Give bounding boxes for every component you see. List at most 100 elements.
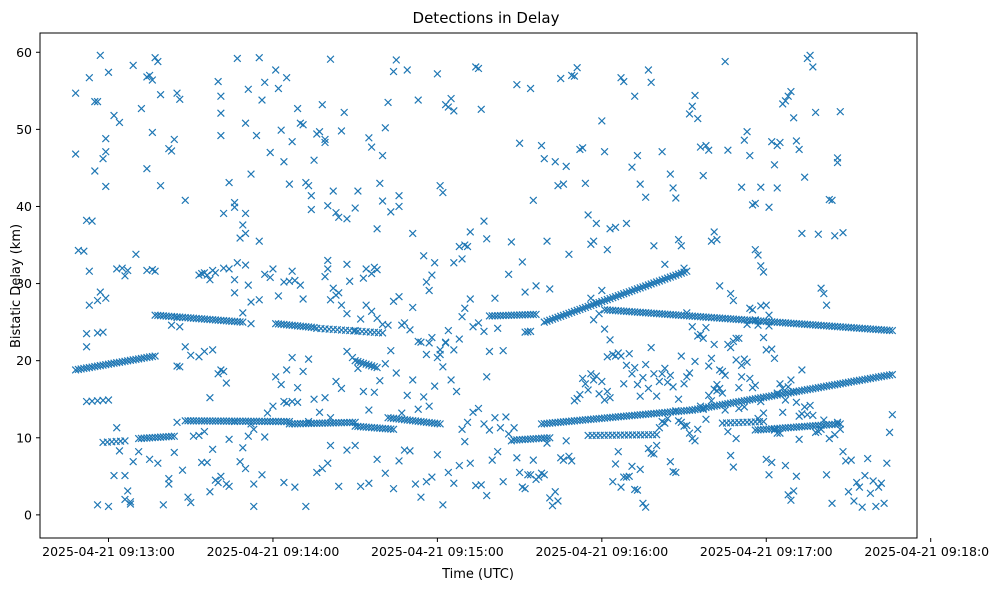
detection-marker — [618, 353, 625, 360]
x-tick-label: 2025-04-21 09:18:00 — [864, 544, 989, 559]
detection-marker — [872, 503, 879, 510]
detection-marker — [478, 481, 485, 488]
detection-marker — [272, 373, 279, 380]
detection-marker — [385, 99, 392, 106]
detection-marker — [102, 183, 109, 190]
detection-marker — [623, 220, 630, 227]
detection-marker — [661, 261, 668, 268]
detection-marker — [207, 394, 214, 401]
detection-marker — [387, 208, 394, 215]
detection-marker — [601, 148, 608, 155]
detection-marker — [368, 308, 375, 315]
detection-marker — [686, 370, 693, 377]
detection-marker — [201, 348, 208, 355]
detection-marker — [239, 309, 246, 316]
detection-marker — [143, 165, 150, 172]
detection-marker — [782, 397, 789, 404]
detection-marker — [881, 500, 888, 507]
detection-marker — [793, 399, 800, 406]
detection-marker — [601, 326, 608, 333]
chart-title: Detections in Delay — [413, 9, 560, 27]
detection-marker — [623, 362, 630, 369]
detection-marker — [439, 501, 446, 508]
detection-marker — [289, 354, 296, 361]
detection-marker — [505, 431, 512, 438]
detection-marker — [494, 325, 501, 332]
detection-marker — [546, 495, 553, 502]
detection-marker — [281, 158, 288, 165]
detection-marker — [771, 161, 778, 168]
detection-marker — [724, 428, 731, 435]
detection-marker — [344, 215, 351, 222]
detection-marker — [187, 352, 194, 359]
detection-marker — [102, 295, 109, 302]
detection-marker — [790, 488, 797, 495]
detection-marker — [757, 303, 764, 310]
detection-marker — [653, 442, 660, 449]
detection-marker — [530, 197, 537, 204]
detection-marker — [291, 277, 298, 284]
detection-marker — [615, 448, 622, 455]
detection-marker — [122, 472, 129, 479]
detection-marker — [212, 269, 219, 276]
detection-marker — [875, 484, 882, 491]
detection-marker — [645, 385, 652, 392]
detection-marker — [823, 302, 830, 309]
detection-marker — [598, 378, 605, 385]
detection-marker — [324, 202, 331, 209]
detection-marker — [889, 411, 896, 418]
detection-marker — [207, 488, 214, 495]
x-tick-label: 2025-04-21 09:15:00 — [371, 544, 504, 559]
detection-marker — [382, 470, 389, 477]
detection-marker — [859, 504, 866, 511]
detection-marker — [311, 396, 318, 403]
y-axis-title: Bistatic Delay (km) — [9, 224, 24, 348]
detection-marker — [357, 316, 364, 323]
detection-marker — [620, 380, 627, 387]
detection-marker — [692, 92, 699, 99]
detection-marker — [631, 364, 638, 371]
detection-marker — [149, 129, 156, 136]
detection-marker — [552, 488, 559, 495]
detection-marker — [634, 152, 641, 159]
detection-marker — [242, 210, 249, 217]
detection-marker — [766, 204, 773, 211]
detection-marker — [749, 306, 756, 313]
detection-marker — [371, 389, 378, 396]
detection-marker — [217, 132, 224, 139]
y-tick-label: 60 — [16, 45, 32, 60]
detection-marker — [133, 251, 140, 258]
detection-marker — [807, 52, 814, 59]
detection-marker — [735, 405, 742, 412]
detection-marker — [283, 400, 290, 407]
detection-marker — [629, 164, 636, 171]
detection-marker — [300, 121, 307, 128]
detection-marker — [371, 264, 378, 271]
detection-marker — [423, 351, 430, 358]
detection-marker — [766, 471, 773, 478]
detection-marker — [574, 64, 581, 71]
detection-marker — [415, 406, 422, 413]
detection-marker — [231, 276, 238, 283]
detection-marker — [365, 407, 372, 414]
detection-marker — [798, 230, 805, 237]
detection-marker — [83, 343, 90, 350]
detection-marker — [220, 265, 227, 272]
scatter-chart: Detections in Delay 2025-04-21 09:13:00 2… — [0, 0, 989, 590]
detection-marker — [489, 457, 496, 464]
y-tick-label: 20 — [16, 353, 32, 368]
detection-marker — [801, 404, 808, 411]
detection-marker — [138, 105, 145, 112]
detection-marker — [481, 218, 488, 225]
detection-marker — [226, 483, 233, 490]
detection-marker — [522, 485, 529, 492]
detection-marker — [475, 65, 482, 72]
detection-marker — [385, 322, 392, 329]
detection-marker — [415, 97, 422, 104]
detection-marker — [209, 346, 216, 353]
detection-marker — [456, 336, 463, 343]
detection-marker — [760, 334, 767, 341]
detection-marker — [697, 331, 704, 338]
detection-marker — [94, 330, 101, 337]
detection-marker — [250, 503, 257, 510]
